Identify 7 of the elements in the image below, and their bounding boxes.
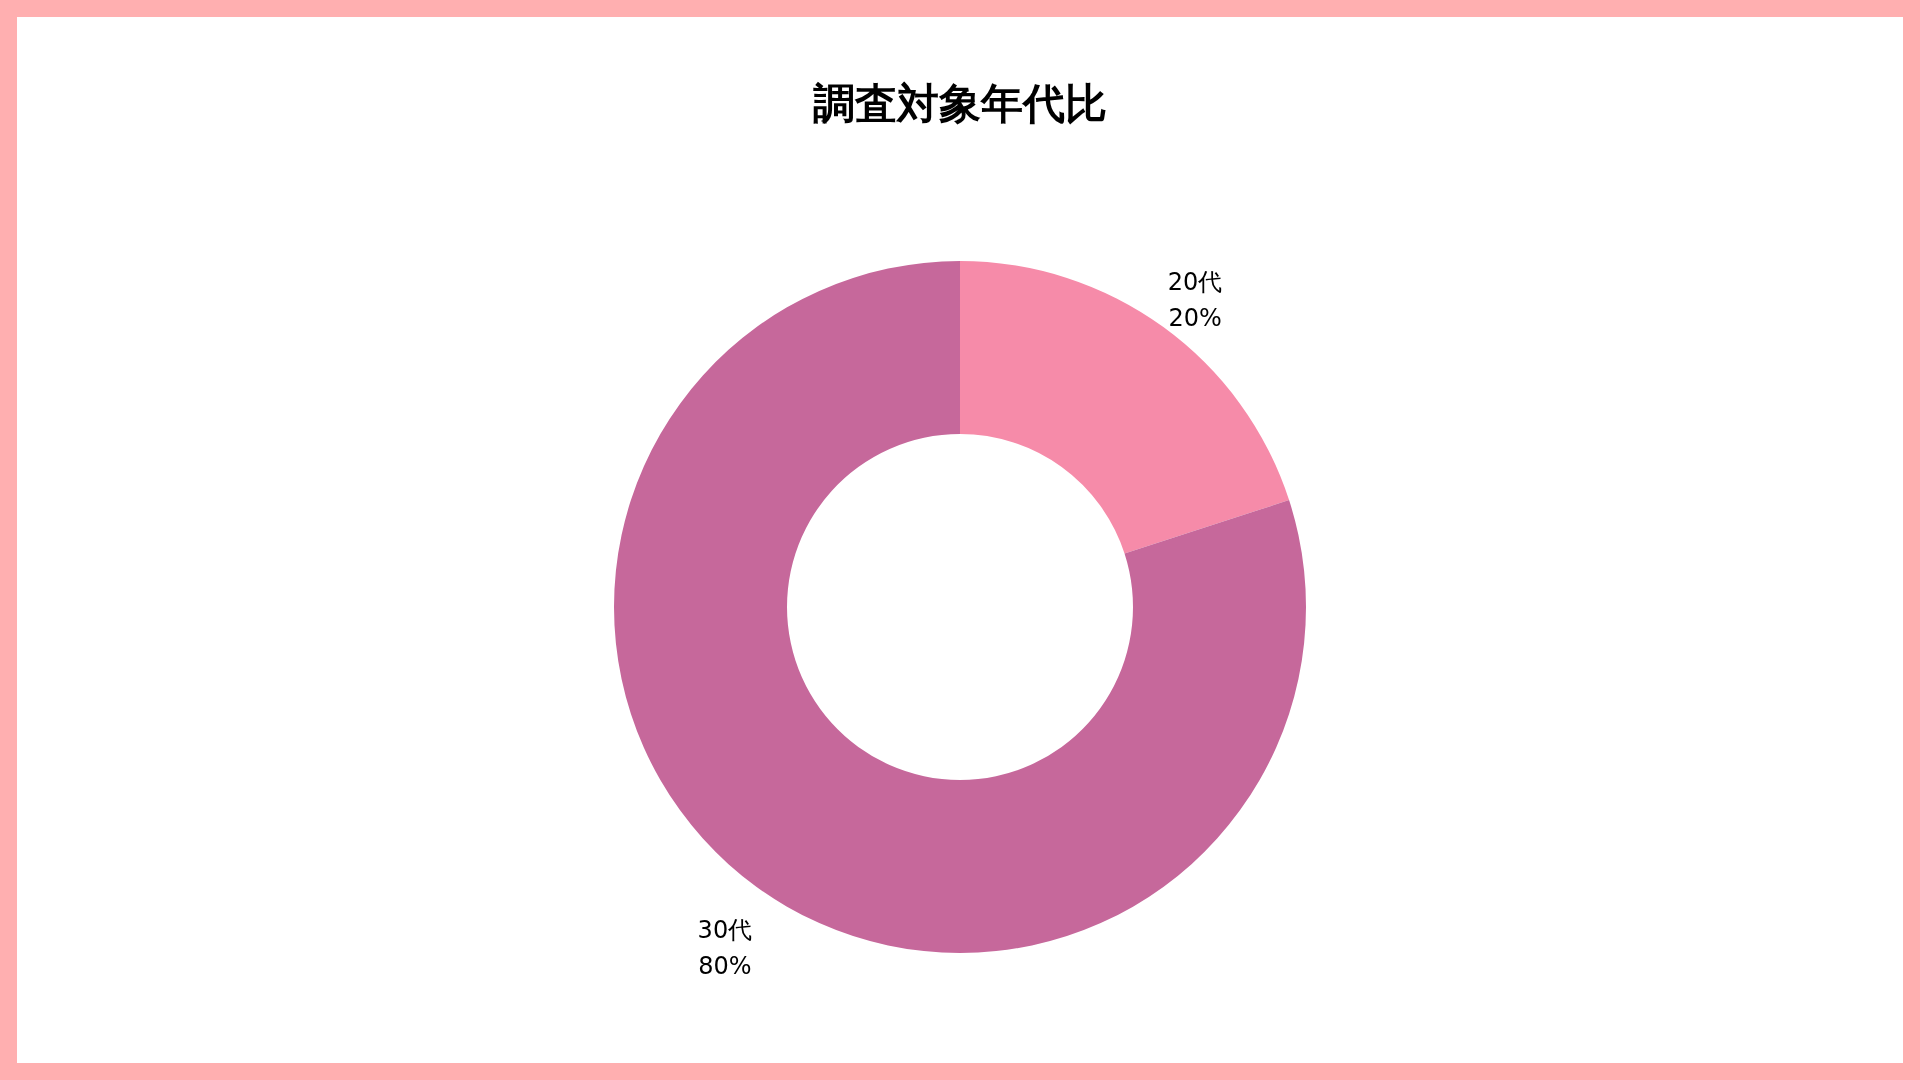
data-label: 20% [1168, 304, 1222, 333]
donut-slice [960, 261, 1290, 554]
chart-title: 調査対象年代比 [813, 79, 1107, 128]
slice-label: 20代 [1167, 268, 1223, 297]
data-label: 80% [698, 951, 752, 980]
donut-slice [614, 261, 1306, 953]
slice-label: 30代 [697, 915, 753, 944]
